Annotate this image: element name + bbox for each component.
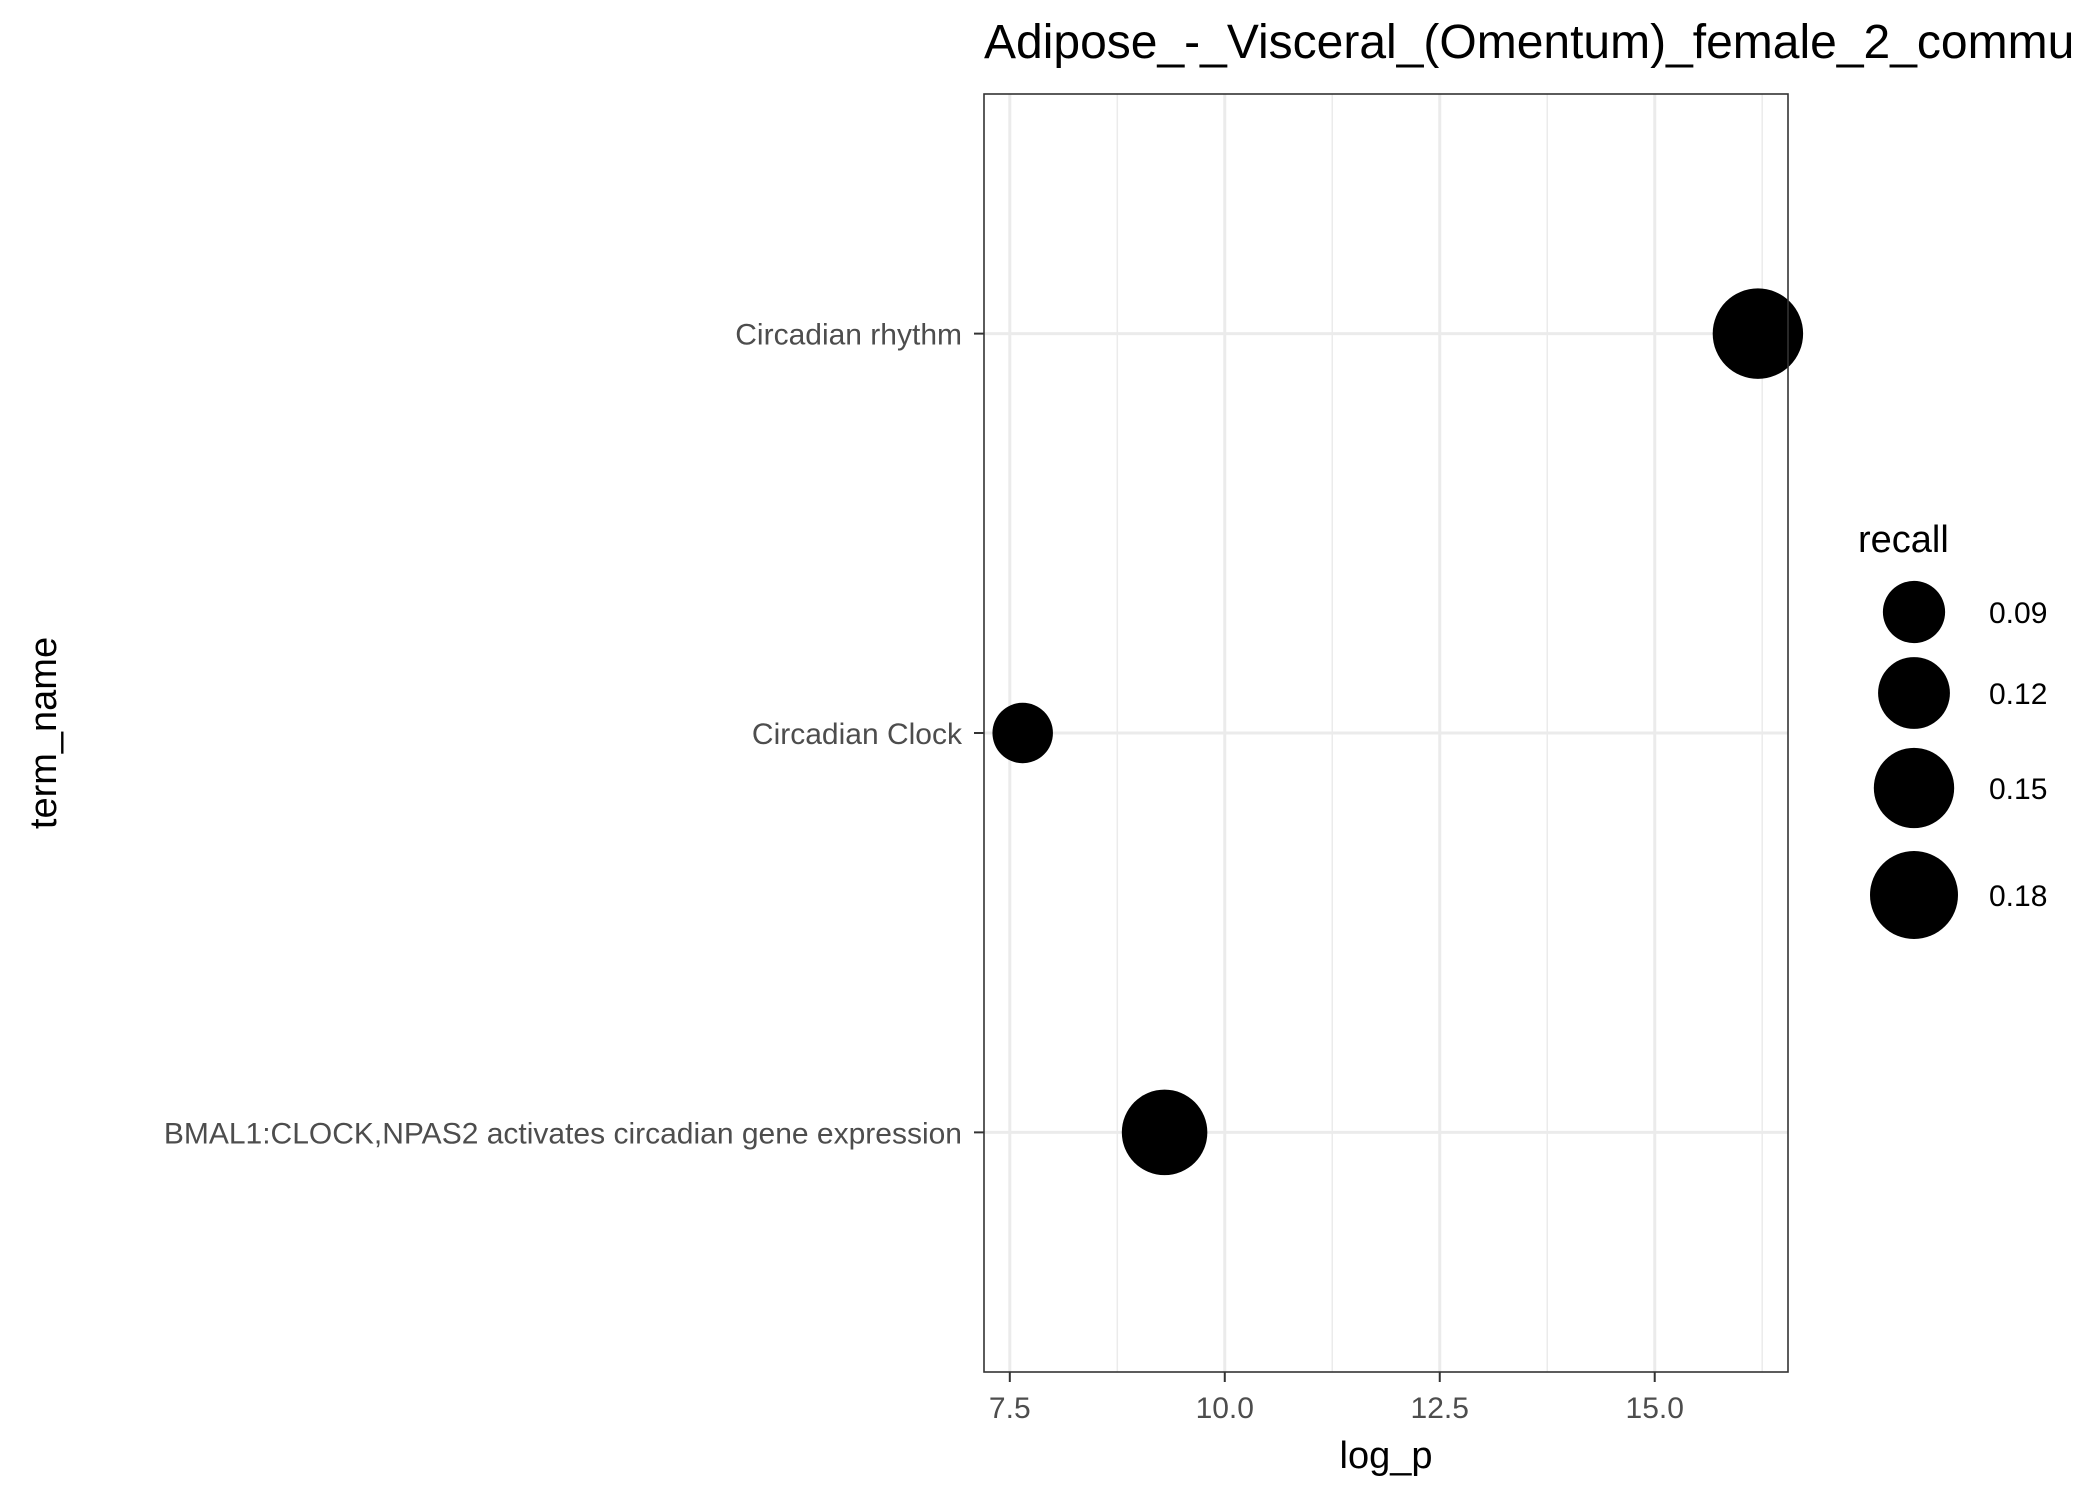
legend-key-circle [1873,747,1955,829]
x-tick-label: 15.0 [1626,1392,1684,1425]
legend-key-label: 0.09 [1989,597,2047,630]
data-point [992,702,1053,764]
y-tick-label: Circadian Clock [752,718,963,751]
legend-key-circle [1870,851,1958,939]
data-point [1712,288,1804,379]
y-tick-label: BMAL1:CLOCK,NPAS2 activates circadian ge… [164,1117,962,1150]
y-tick-label: Circadian rhythm [735,319,962,352]
x-tick-label: 12.5 [1411,1392,1469,1425]
x-tick-label: 10.0 [1196,1392,1254,1425]
x-axis-title: log_p [1340,1435,1433,1477]
major-grid-lines [984,94,1788,1372]
y-axis-title: term_name [23,637,65,829]
legend-key-circle [1878,657,1950,729]
chart-title: Adipose_-_Visceral_(Omentum)_female_2_co… [984,16,2074,69]
legend-items: 0.09 0.12 0.15 0.18 [1870,580,2047,939]
legend-key-label: 0.15 [1989,773,2047,806]
y-axis-ticks: BMAL1:CLOCK,NPAS2 activates circadian ge… [164,319,984,1150]
data-point [1121,1089,1208,1176]
legend-key-label: 0.18 [1989,880,2047,913]
legend-title: recall [1858,519,1949,561]
x-tick-label: 7.5 [989,1392,1031,1425]
legend-key-label: 0.12 [1989,678,2047,711]
recall-size-legend: recall 0.09 0.12 0.15 0.18 [1858,519,2047,939]
legend-key-circle [1882,580,1946,644]
x-axis-ticks: 7.5 10.0 12.5 15.0 [989,1372,1684,1425]
points-layer [992,288,1804,1176]
